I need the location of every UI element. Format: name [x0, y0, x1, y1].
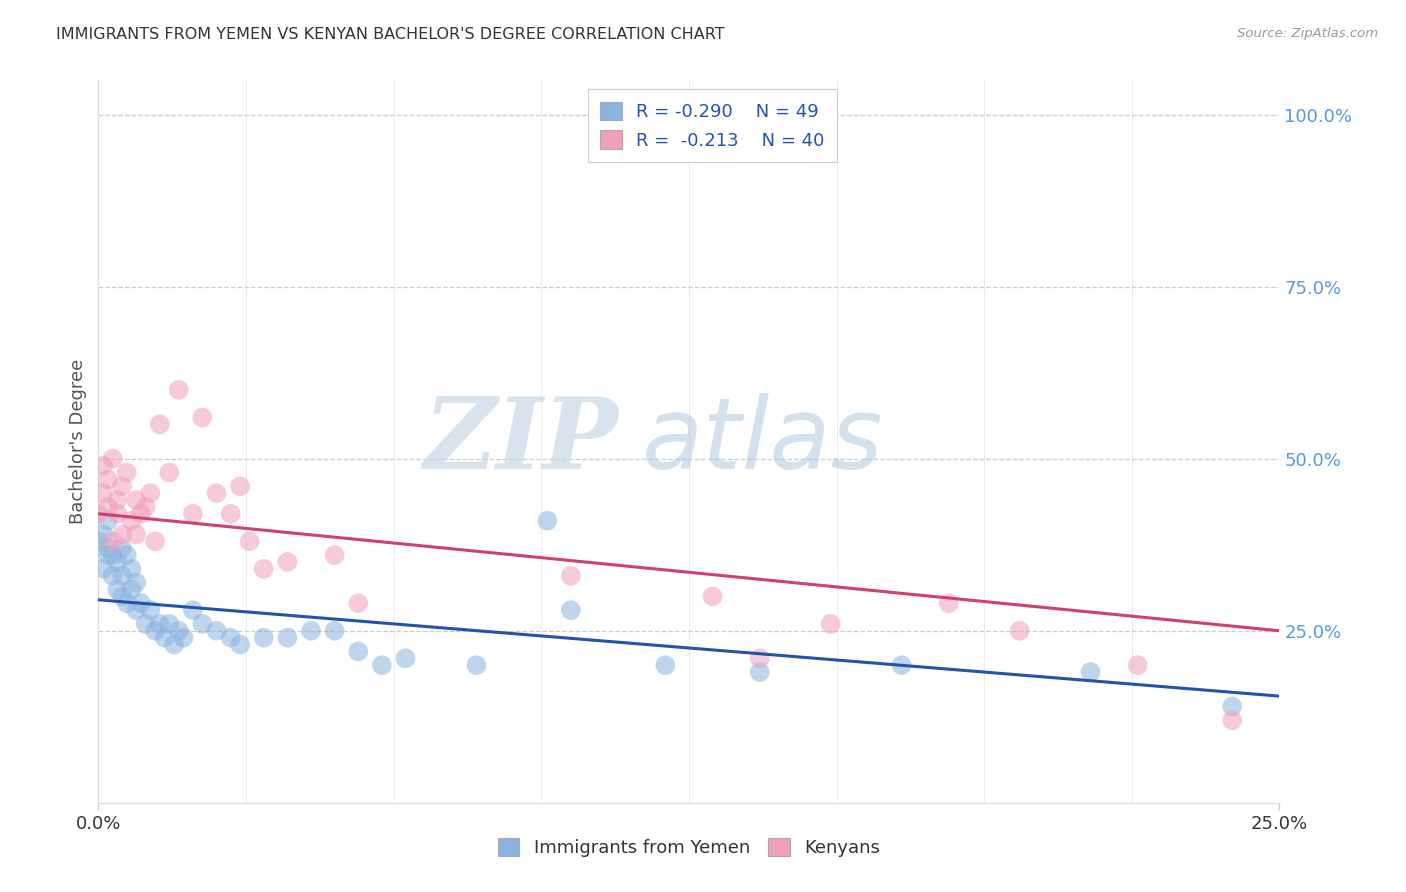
Point — [91, 458, 114, 473]
Point — [1220, 699, 1243, 714]
Point — [229, 638, 252, 652]
Point — [938, 596, 960, 610]
Point — [105, 555, 128, 569]
Point — [111, 479, 134, 493]
Point — [191, 410, 214, 425]
Point — [87, 534, 110, 549]
Point — [115, 596, 138, 610]
Point — [172, 631, 194, 645]
Point — [1080, 665, 1102, 679]
Point — [101, 548, 124, 562]
Point — [157, 466, 180, 480]
Point — [748, 651, 770, 665]
Point — [748, 665, 770, 679]
Point — [129, 596, 152, 610]
Point — [153, 631, 176, 645]
Point — [702, 590, 724, 604]
Text: IMMIGRANTS FROM YEMEN VS KENYAN BACHELOR'S DEGREE CORRELATION CHART: IMMIGRANTS FROM YEMEN VS KENYAN BACHELOR… — [56, 27, 725, 42]
Point — [253, 562, 276, 576]
Point — [97, 514, 120, 528]
Point — [111, 527, 134, 541]
Point — [820, 616, 842, 631]
Point — [323, 548, 346, 562]
Point — [890, 658, 912, 673]
Point — [105, 493, 128, 508]
Point — [371, 658, 394, 673]
Point — [143, 534, 166, 549]
Point — [205, 624, 228, 638]
Point — [167, 383, 190, 397]
Point — [91, 486, 114, 500]
Point — [253, 631, 276, 645]
Point — [1126, 658, 1149, 673]
Point — [276, 555, 298, 569]
Point — [121, 514, 143, 528]
Point — [560, 568, 582, 582]
Point — [101, 568, 124, 582]
Point — [97, 500, 120, 514]
Point — [654, 658, 676, 673]
Point — [239, 534, 262, 549]
Point — [125, 493, 148, 508]
Point — [111, 568, 134, 582]
Point — [219, 507, 242, 521]
Point — [125, 527, 148, 541]
Y-axis label: Bachelor's Degree: Bachelor's Degree — [69, 359, 87, 524]
Point — [97, 541, 120, 556]
Point — [323, 624, 346, 638]
Point — [105, 507, 128, 521]
Point — [1008, 624, 1031, 638]
Point — [111, 541, 134, 556]
Point — [121, 582, 143, 597]
Point — [87, 507, 110, 521]
Text: atlas: atlas — [641, 393, 883, 490]
Point — [135, 500, 157, 514]
Point — [347, 596, 370, 610]
Point — [560, 603, 582, 617]
Point — [129, 507, 152, 521]
Point — [219, 631, 242, 645]
Point — [149, 417, 172, 432]
Text: Source: ZipAtlas.com: Source: ZipAtlas.com — [1237, 27, 1378, 40]
Legend: Immigrants from Yemen, Kenyans: Immigrants from Yemen, Kenyans — [489, 829, 889, 866]
Point — [536, 514, 558, 528]
Point — [125, 603, 148, 617]
Point — [115, 548, 138, 562]
Text: ZIP: ZIP — [423, 393, 619, 490]
Point — [111, 590, 134, 604]
Point — [181, 507, 204, 521]
Point — [135, 616, 157, 631]
Point — [91, 562, 114, 576]
Point — [465, 658, 488, 673]
Point — [191, 616, 214, 631]
Point — [163, 638, 186, 652]
Point — [105, 582, 128, 597]
Point — [205, 486, 228, 500]
Point — [394, 651, 416, 665]
Point — [97, 548, 120, 562]
Point — [167, 624, 190, 638]
Point — [97, 472, 120, 486]
Point — [101, 534, 124, 549]
Point — [229, 479, 252, 493]
Point — [121, 562, 143, 576]
Point — [125, 575, 148, 590]
Point — [299, 624, 322, 638]
Point — [101, 451, 124, 466]
Point — [115, 466, 138, 480]
Point — [181, 603, 204, 617]
Point — [139, 486, 162, 500]
Point — [276, 631, 298, 645]
Point — [157, 616, 180, 631]
Point — [91, 527, 114, 541]
Point — [149, 616, 172, 631]
Point — [347, 644, 370, 658]
Point — [143, 624, 166, 638]
Point — [139, 603, 162, 617]
Point — [1220, 713, 1243, 727]
